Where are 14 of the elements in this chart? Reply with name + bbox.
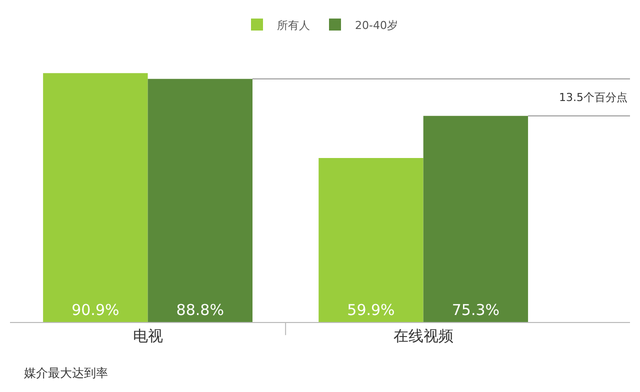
x-tick-label: 在线视频: [393, 327, 454, 345]
bar: [318, 158, 424, 322]
bar: [43, 73, 148, 322]
legend-label: 20-40岁: [355, 18, 398, 32]
bar: [423, 116, 528, 322]
bar: [148, 78, 252, 322]
text: 媒介最大达到率: [24, 366, 108, 380]
data-label: 59.9%: [347, 301, 395, 319]
annotation: 13.5个百分点: [559, 91, 628, 104]
data-label: 90.9%: [72, 301, 120, 319]
data-label: 75.3%: [452, 301, 500, 319]
legend-label: 所有人: [277, 18, 310, 32]
data-label: 88.8%: [176, 301, 224, 319]
x-tick-label: 电视: [132, 327, 163, 345]
